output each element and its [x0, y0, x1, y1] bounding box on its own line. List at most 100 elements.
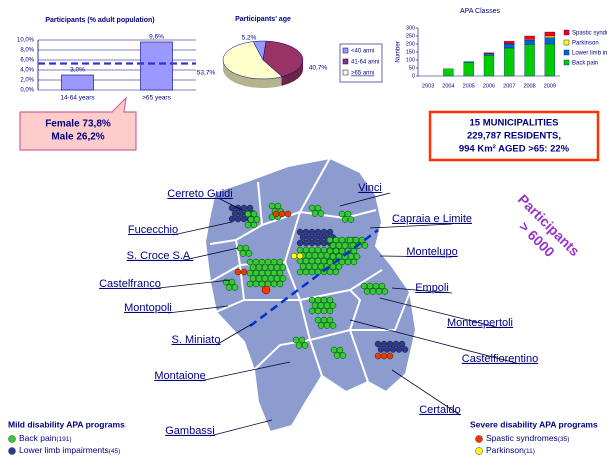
info-text: 229,787 RESIDENTS, — [467, 131, 561, 142]
map-dot — [363, 288, 371, 295]
map-dot — [279, 264, 287, 271]
legend-item-name: Parkinson — [486, 445, 524, 455]
map-dot — [332, 236, 340, 244]
legend-swatch — [563, 39, 570, 46]
map-dot — [326, 268, 334, 276]
y-tick-label: 2,0% — [20, 78, 34, 84]
map-dot — [301, 342, 309, 349]
municipality-label: Vinci — [358, 182, 382, 194]
map-dot — [314, 228, 322, 236]
pie-value-label: 40,7% — [309, 65, 328, 72]
map-dot — [401, 346, 409, 353]
bar-segment — [504, 47, 515, 77]
map-dot — [258, 269, 266, 277]
legend-swatch — [342, 58, 349, 65]
map-dot — [366, 282, 374, 290]
info-text: 994 Km² AGED >65: 22% — [459, 144, 570, 155]
map-dot — [374, 352, 382, 360]
y-tick-label: 100 — [406, 57, 415, 63]
leader-line — [379, 297, 501, 329]
map-dot — [329, 322, 337, 329]
bar-segment — [524, 35, 535, 40]
map-dot — [361, 242, 369, 249]
map-dot — [326, 296, 334, 304]
map-dot — [264, 258, 272, 266]
map-dot — [308, 307, 316, 315]
map-dot — [317, 263, 325, 270]
map-dot — [246, 269, 254, 277]
legend-item-name: Lower limb impairments — [19, 445, 109, 455]
leader-line — [215, 323, 253, 346]
map-dot — [326, 228, 334, 236]
map-dot — [360, 282, 368, 290]
map-dot — [252, 280, 260, 288]
map-dot — [247, 216, 255, 223]
map-dot — [389, 346, 397, 353]
map-dot — [270, 280, 278, 288]
legend-item: Spastic syndromes(35) — [486, 433, 569, 443]
bar-segment — [524, 39, 535, 45]
municipality-label: Cerreto Guidi — [167, 188, 232, 200]
legend-item: Parkinson(11) — [486, 445, 535, 455]
bar-segment — [544, 35, 556, 38]
map-dot — [267, 264, 275, 271]
bar — [140, 41, 173, 91]
bar-segment — [483, 52, 495, 54]
map-dot — [240, 215, 248, 223]
bar-segment — [483, 55, 495, 77]
info-text: 15 MUNICIPALITIES — [469, 118, 558, 129]
map-dot — [377, 346, 385, 353]
bar-segment — [443, 68, 454, 77]
leader-line — [199, 361, 291, 382]
map-dot — [290, 252, 298, 260]
dashed-divider — [249, 229, 379, 327]
bar-value-label: 3,0% — [70, 67, 85, 74]
leader-line — [391, 287, 453, 294]
legend-item: Back pain(191) — [19, 433, 72, 443]
map-dot — [323, 302, 331, 309]
map-dot — [264, 269, 272, 277]
leader-line — [209, 419, 273, 437]
legend-dot — [8, 435, 16, 443]
bar — [61, 74, 94, 91]
legend-label: Lower limb impairments — [572, 51, 607, 57]
map-dot — [308, 239, 316, 247]
map-dot — [272, 210, 280, 218]
map-dot — [375, 288, 383, 295]
map-dot — [381, 288, 389, 295]
x-tick-label: 2007 — [503, 83, 515, 89]
bar-segment — [504, 43, 515, 49]
map-dot — [311, 234, 319, 241]
x-tick-label: >65 years — [142, 95, 171, 102]
map-dot — [311, 210, 319, 217]
bar-segment — [544, 43, 556, 77]
map-dot — [299, 263, 307, 270]
municipality-label: Fucecchio — [128, 224, 178, 236]
bar-segment — [544, 37, 556, 45]
map-dot — [299, 234, 307, 241]
y-tick-label: 10,0% — [17, 38, 35, 44]
map-dot — [311, 263, 319, 270]
map-dot — [302, 228, 310, 236]
map-dot — [320, 239, 328, 247]
map-dot — [258, 258, 266, 266]
map-dot — [314, 257, 322, 265]
map-dot — [296, 246, 304, 254]
legend-swatch — [563, 59, 570, 66]
map-dot — [242, 244, 250, 252]
map-dot — [296, 228, 304, 236]
map-dot — [314, 239, 322, 247]
pie-value-label: 5,2% — [242, 35, 257, 42]
map-dot — [326, 247, 334, 255]
map-dot — [274, 202, 282, 210]
y-tick-label: 150 — [406, 49, 415, 55]
map-dot — [279, 275, 287, 282]
y-tick-label: 300 — [406, 25, 415, 31]
map-dot — [267, 275, 275, 282]
map-dot — [302, 268, 310, 276]
map-dot — [369, 288, 377, 295]
map-dot — [335, 263, 343, 270]
map-dot — [250, 221, 258, 229]
map-dot — [261, 264, 269, 271]
